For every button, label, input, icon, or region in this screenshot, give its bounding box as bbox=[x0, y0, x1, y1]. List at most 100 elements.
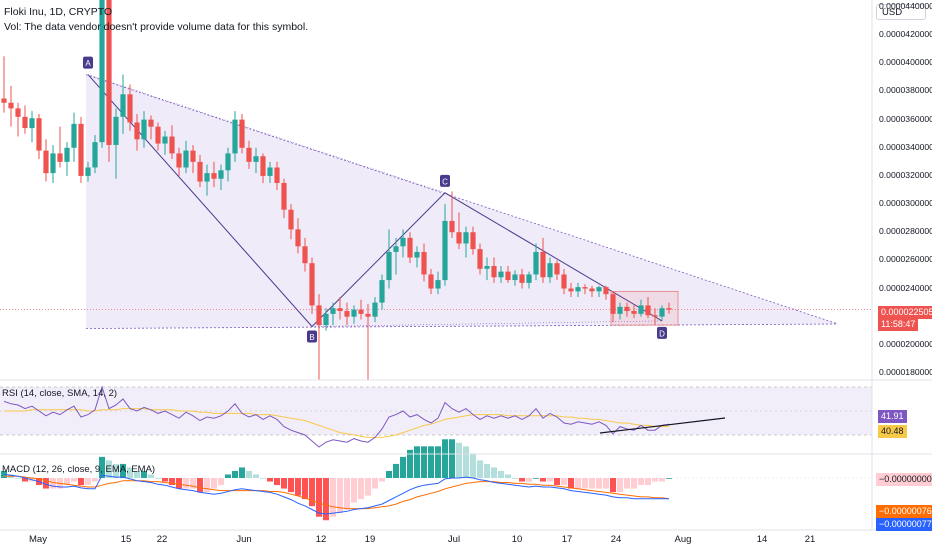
candle bbox=[330, 302, 336, 326]
macd-histogram-bar bbox=[92, 478, 98, 482]
macd-hist-tag: −0.0000000064 bbox=[876, 473, 932, 486]
macd-histogram-bar bbox=[386, 470, 392, 478]
pattern-point-a: A bbox=[83, 56, 93, 69]
candle bbox=[134, 114, 140, 151]
macd-histogram-bar bbox=[71, 478, 77, 482]
rsi-legend[interactable]: RSI (14, close, SMA, 14, 2) bbox=[2, 388, 118, 399]
candle bbox=[435, 271, 441, 295]
candle bbox=[337, 296, 343, 320]
macd-histogram-bar bbox=[169, 478, 175, 486]
candle bbox=[596, 285, 602, 297]
candle-body bbox=[358, 309, 364, 314]
candle bbox=[533, 243, 539, 281]
candle bbox=[64, 142, 70, 176]
candle-body bbox=[435, 280, 441, 289]
time-tick-label: 19 bbox=[364, 534, 376, 545]
candle-body bbox=[316, 305, 322, 326]
macd-histogram-bar bbox=[85, 478, 91, 486]
candle-body bbox=[120, 94, 126, 117]
candle-body bbox=[505, 271, 511, 281]
macd-histogram-bar bbox=[638, 478, 644, 486]
price-tick-label: 0.0000280000 bbox=[879, 226, 932, 237]
symbol-title[interactable]: Floki Inu, 1D, CRYPTO bbox=[4, 6, 113, 18]
candle-body bbox=[379, 280, 385, 303]
candle-body bbox=[239, 119, 245, 148]
candle-body bbox=[624, 306, 630, 312]
candle bbox=[148, 115, 154, 140]
macd-histogram-bar bbox=[197, 478, 203, 493]
candle-body bbox=[351, 309, 357, 317]
candle-body bbox=[330, 308, 336, 314]
rsi-pane[interactable] bbox=[0, 385, 872, 448]
candle-body bbox=[414, 251, 420, 258]
candle bbox=[519, 268, 525, 289]
macd-histogram-bar bbox=[603, 478, 609, 489]
candle bbox=[190, 144, 196, 174]
macd-histogram-bar bbox=[505, 474, 511, 478]
candle-body bbox=[582, 287, 588, 289]
candle bbox=[484, 257, 490, 281]
candle bbox=[442, 204, 448, 286]
candle bbox=[92, 135, 98, 174]
candle bbox=[393, 237, 399, 275]
candle bbox=[582, 284, 588, 295]
candle-body bbox=[232, 119, 238, 154]
candle bbox=[232, 111, 238, 162]
candle-body bbox=[498, 271, 504, 278]
price-tick-label: 0.0000400000 bbox=[879, 57, 932, 68]
candle bbox=[274, 161, 280, 190]
time-tick-label: 10 bbox=[511, 534, 523, 545]
macd-histogram-bar bbox=[379, 478, 385, 482]
time-tick-label: 24 bbox=[610, 534, 622, 545]
xabcd-pattern[interactable]: A B C D bbox=[0, 56, 872, 343]
macd-histogram-bar bbox=[22, 478, 28, 482]
macd-histogram-bar bbox=[358, 478, 364, 500]
macd-histogram-bar bbox=[260, 478, 266, 479]
candle bbox=[15, 102, 21, 137]
candle-body bbox=[197, 161, 203, 182]
time-tick-label: 21 bbox=[804, 534, 816, 545]
macd-histogram-bar bbox=[106, 460, 112, 478]
candle bbox=[316, 294, 322, 380]
candle-body bbox=[246, 147, 252, 162]
macd-histogram-bar bbox=[463, 446, 469, 478]
candle-body bbox=[428, 274, 434, 289]
macd-pane[interactable] bbox=[0, 439, 872, 521]
candle-body bbox=[71, 123, 77, 148]
time-tick-label: 17 bbox=[561, 534, 573, 545]
macd-line bbox=[3, 473, 669, 515]
candle bbox=[505, 266, 511, 283]
macd-legend[interactable]: MACD (12, 26, close, 9, EMA, EMA) bbox=[2, 464, 156, 475]
abcd-legs bbox=[87, 74, 663, 328]
candle bbox=[610, 291, 616, 323]
candle bbox=[428, 268, 434, 295]
candle bbox=[491, 257, 497, 283]
candle bbox=[477, 243, 483, 275]
bd-connector bbox=[311, 320, 663, 327]
price-tick-label: 0.0000380000 bbox=[879, 85, 932, 96]
macd-histogram-bar bbox=[526, 478, 532, 482]
candle-body bbox=[568, 288, 574, 292]
candle bbox=[344, 302, 350, 326]
pattern-point-label: A bbox=[85, 59, 91, 68]
candle-body bbox=[267, 167, 273, 176]
candle-body bbox=[540, 251, 546, 278]
candle bbox=[204, 164, 210, 196]
candle-body bbox=[134, 122, 140, 140]
candle bbox=[197, 154, 203, 188]
candle-body bbox=[512, 274, 518, 281]
macd-histogram-bar bbox=[78, 478, 84, 486]
candle-body bbox=[575, 287, 581, 292]
macd-histogram-bar bbox=[281, 478, 287, 489]
candle-body bbox=[589, 288, 595, 292]
candle-body bbox=[323, 313, 329, 326]
pattern-point-d: D bbox=[657, 326, 667, 339]
macd-histogram-bar bbox=[575, 478, 581, 489]
currency-button[interactable]: USD bbox=[876, 4, 926, 20]
candle bbox=[246, 140, 252, 169]
macd-histogram-bar bbox=[337, 478, 343, 514]
macd-histogram-bar bbox=[323, 478, 329, 521]
candle bbox=[568, 282, 574, 297]
